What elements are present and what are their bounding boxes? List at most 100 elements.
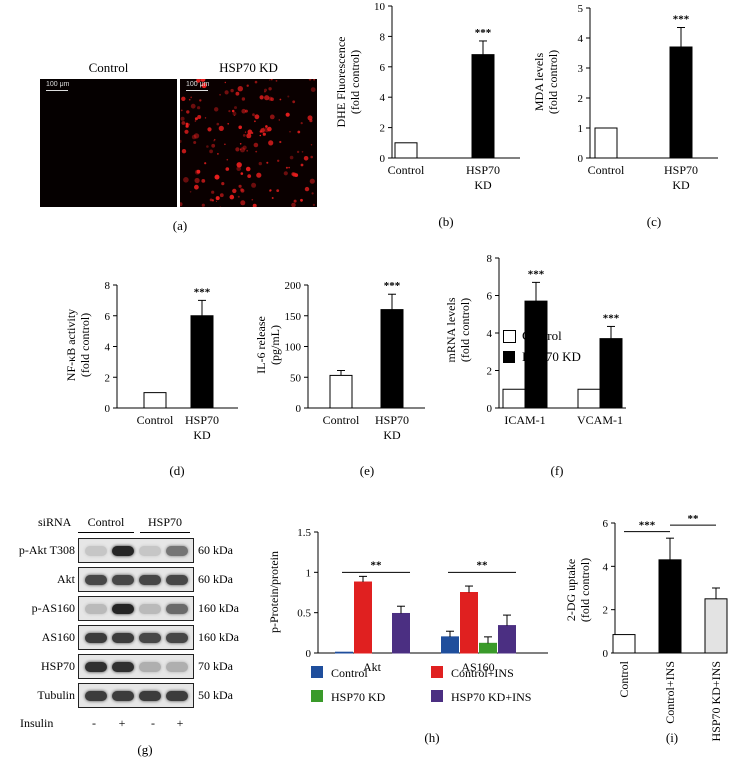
y-tick-label: 8 <box>487 253 493 265</box>
fluorescence-spot <box>240 172 244 175</box>
chart-panel-f: 0 2 4 6 8 mRNA levels(fold control) *** ICAM-1 *… <box>444 253 626 478</box>
fluorescence-spot <box>224 90 229 95</box>
fluorescence-spot <box>270 79 273 81</box>
panel-label-i: (i) <box>666 730 678 745</box>
fluorescence-spot <box>252 203 257 207</box>
fluorescence-spot <box>264 127 270 133</box>
y-axis-label-line: NF-κB activity <box>64 309 78 381</box>
fluorescence-spot <box>224 143 226 146</box>
bar <box>380 309 404 409</box>
legend-label: HSP70 KD+INS <box>451 690 531 704</box>
x-tick-label: HSP70 <box>185 413 219 427</box>
y-axis-label-line: MDA levels <box>532 53 546 112</box>
fluorescence-spot <box>247 129 253 135</box>
fluorescence-spot <box>219 93 221 96</box>
fluorescence-spot <box>227 123 229 125</box>
bar <box>612 634 636 654</box>
blot-row-label: Akt <box>57 572 75 586</box>
micrograph-kd: 100 μm <box>180 79 317 207</box>
fluorescence-spot <box>255 150 258 153</box>
scale-bar-label: 100 μm <box>46 81 70 88</box>
legend-label: Control <box>331 666 368 680</box>
fluorescence-spot <box>217 153 219 155</box>
fluorescence-spot <box>191 134 197 140</box>
fluorescence-spot <box>256 172 262 178</box>
fluorescence-spot <box>231 109 235 113</box>
legend-label: Control+INS <box>451 666 514 680</box>
bar <box>498 625 516 654</box>
fluorescence-spot <box>180 202 183 207</box>
y-tick-label: 1.5 <box>297 527 311 539</box>
significance-marker: *** <box>194 286 211 298</box>
y-tick-label: 8 <box>105 280 111 292</box>
x-tick-label: Control <box>617 660 631 697</box>
kd-group-label: HSP70 <box>147 515 182 529</box>
fluorescence-spot <box>262 132 266 136</box>
fluorescence-spot <box>237 195 240 198</box>
bar <box>502 388 526 409</box>
chart-panel-i: 0 2 4 6 2-DG uptake(fold control) Control Cont… <box>564 513 728 745</box>
fluorescence-spot <box>216 122 220 126</box>
blot-band <box>85 604 107 614</box>
fluorescence-spot <box>184 129 189 134</box>
sirna-label: siRNA <box>38 515 72 529</box>
fluorescence-spot <box>264 95 270 101</box>
fluorescence-spot <box>278 119 280 121</box>
legend-control-label: Control <box>522 328 562 343</box>
fluorescence-spot <box>310 144 313 146</box>
y-axis-label-line: (fold control) <box>78 313 92 377</box>
bar <box>577 388 601 409</box>
bar <box>658 559 682 654</box>
y-tick-label: 8 <box>380 31 386 43</box>
fluorescence-spot <box>270 97 274 101</box>
blot-band <box>112 691 134 701</box>
fluorescence-spot <box>215 196 220 201</box>
fluorescence-spot <box>288 166 290 169</box>
y-tick-label: 2 <box>578 93 584 105</box>
y-axis-label-line: (fold control) <box>546 50 560 114</box>
bar <box>143 392 167 409</box>
blot-strip <box>78 625 194 650</box>
fluorescence-spot <box>193 133 200 139</box>
bar <box>669 46 693 159</box>
fluorescence-spot <box>242 145 247 150</box>
x-tick-label: KD <box>193 428 211 442</box>
fluorescence-spot <box>279 140 282 144</box>
y-tick-label: 4 <box>578 33 584 45</box>
fluorescence-spot <box>268 140 274 146</box>
micrograph-control: 100 μm <box>40 79 177 207</box>
fluorescence-spot <box>283 171 288 176</box>
fluorescence-spot <box>308 79 312 81</box>
bar <box>335 651 353 654</box>
fluorescence-spot <box>204 162 207 165</box>
fluorescence-spot <box>209 198 213 202</box>
fluorescence-spot <box>235 91 240 96</box>
fluorescence-spot <box>260 128 265 133</box>
blot-band <box>85 633 107 643</box>
fluorescence-spot <box>180 109 183 112</box>
y-tick-label: 0 <box>105 403 111 415</box>
scale-bar-label: 100 μm <box>186 81 210 88</box>
y-tick-label: 3 <box>578 63 584 75</box>
fluorescence-spot <box>285 166 288 169</box>
blot-band <box>85 546 107 556</box>
y-tick-label: 2 <box>603 605 609 617</box>
y-tick-label: 4 <box>380 92 386 104</box>
significance-marker: ** <box>477 559 489 571</box>
y-tick-label: 2 <box>487 366 493 378</box>
insulin-sign-2: + <box>118 716 126 730</box>
fluorescence-spot <box>201 203 205 207</box>
panel-a-control-label: Control <box>88 60 129 75</box>
bar <box>460 592 478 654</box>
fluorescence-spot <box>204 117 207 119</box>
y-axis-label-line: DHE Fluorescence <box>334 37 348 128</box>
y-axis-label-line: (fold control) <box>348 50 362 114</box>
fluorescence-spot <box>196 79 201 83</box>
y-tick-label: 6 <box>487 291 493 303</box>
fluorescence-spot <box>225 167 230 171</box>
blot-row-size: 50 kDa <box>198 688 233 702</box>
fluorescence-spot <box>193 141 197 144</box>
fluorescence-spot <box>207 127 212 132</box>
y-axis-label-line: (fold control) <box>458 298 472 362</box>
fluorescence-spot <box>194 117 198 121</box>
